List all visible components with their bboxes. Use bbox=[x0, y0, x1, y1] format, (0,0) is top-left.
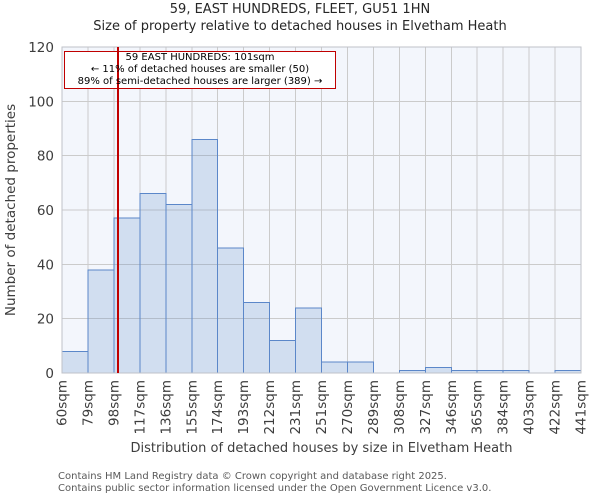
histogram-bar bbox=[269, 339, 297, 374]
histogram-bar bbox=[424, 367, 452, 374]
plot-border bbox=[61, 46, 582, 374]
x-tick-label: 384sqm bbox=[496, 380, 512, 435]
y-axis-label: Number of detached properties bbox=[3, 104, 19, 316]
x-tick-label: 365sqm bbox=[470, 380, 486, 435]
x-tick-label: 98sqm bbox=[106, 380, 122, 426]
y-tick-label: 0 bbox=[45, 366, 54, 382]
footer-line-2: Contains public sector information licen… bbox=[58, 482, 492, 494]
x-tick-label: 79sqm bbox=[80, 380, 96, 426]
x-tick-label: 60sqm bbox=[55, 380, 71, 426]
histogram-bar bbox=[321, 361, 348, 374]
histogram-bar bbox=[61, 350, 89, 374]
x-tick-label: 422sqm bbox=[548, 380, 564, 435]
annotation-line-1: 59 EAST HUNDREDS: 101sqm bbox=[125, 52, 275, 64]
x-tick-label: 403sqm bbox=[522, 380, 538, 435]
x-tick-label: 251sqm bbox=[314, 380, 330, 435]
y-tick-label: 60 bbox=[37, 203, 54, 219]
x-tick-label: 212sqm bbox=[262, 380, 278, 435]
y-tick-label: 80 bbox=[37, 149, 54, 165]
x-tick-label: 155sqm bbox=[184, 380, 200, 435]
histogram-bar bbox=[295, 307, 322, 374]
chart-title: 59, EAST HUNDREDS, FLEET, GU51 1HN bbox=[169, 2, 431, 17]
histogram-bar bbox=[346, 361, 374, 374]
x-tick-label: 231sqm bbox=[288, 380, 304, 435]
x-axis-label: Distribution of detached houses by size … bbox=[131, 441, 513, 456]
y-tick-label: 120 bbox=[28, 40, 54, 56]
annotation-box bbox=[64, 51, 336, 89]
histogram-bar bbox=[243, 301, 271, 374]
histogram-bar bbox=[139, 193, 167, 374]
x-tick-label: 327sqm bbox=[418, 380, 434, 435]
footer-line-1: Contains HM Land Registry data © Crown c… bbox=[58, 471, 447, 482]
x-tick-label: 174sqm bbox=[210, 380, 226, 435]
histogram-bar bbox=[217, 247, 245, 374]
histogram-bar bbox=[87, 269, 115, 374]
annotation-line-3: 89% of semi-detached houses are larger (… bbox=[77, 75, 323, 87]
histogram-bar bbox=[191, 138, 219, 374]
y-tick-label: 100 bbox=[28, 94, 54, 110]
y-tick-label: 40 bbox=[37, 257, 54, 273]
x-tick-label: 270sqm bbox=[340, 380, 356, 435]
x-tick-label: 193sqm bbox=[236, 380, 252, 435]
property-size-marker-line bbox=[116, 47, 119, 373]
license-footer: Contains HM Land Registry data © Crown c… bbox=[58, 471, 491, 494]
x-tick-label: 136sqm bbox=[158, 380, 174, 435]
histogram-bar bbox=[165, 204, 193, 374]
chart-subtitle: Size of property relative to detached ho… bbox=[93, 19, 507, 34]
annotation-line-2: ← 11% of detached houses are smaller (50… bbox=[90, 64, 310, 76]
y-tick-label: 20 bbox=[37, 312, 54, 328]
x-tick-label: 289sqm bbox=[366, 380, 382, 435]
x-tick-label: 117sqm bbox=[132, 380, 148, 435]
x-tick-label: 441sqm bbox=[574, 380, 590, 435]
x-tick-label: 308sqm bbox=[392, 380, 408, 435]
x-tick-label: 346sqm bbox=[444, 380, 460, 435]
annotation-text: 59 EAST HUNDREDS: 101sqm ← 11% of detach… bbox=[64, 51, 336, 89]
